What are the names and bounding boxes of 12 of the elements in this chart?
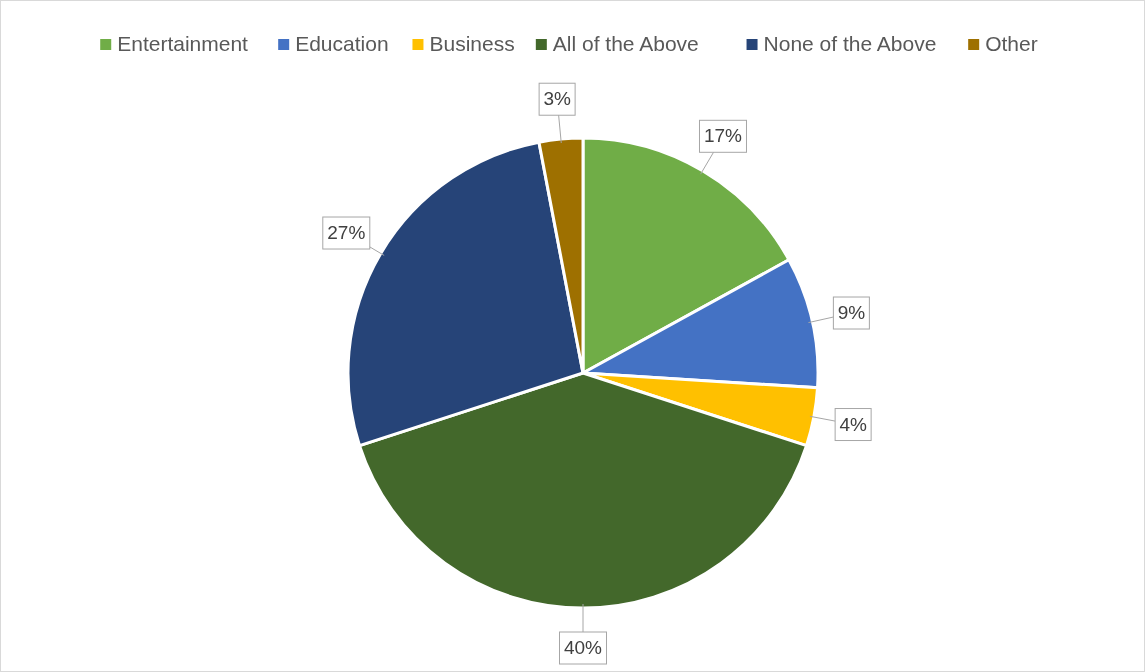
legend-label: Education: [295, 31, 389, 55]
data-label: 17%: [703, 125, 743, 147]
data-label: 4%: [839, 413, 867, 435]
legend-label: All of the Above: [552, 31, 699, 55]
legend-label: Other: [985, 31, 1038, 55]
data-label: 9%: [837, 302, 866, 324]
data-label: 40%: [563, 637, 603, 659]
legend-label: Business: [429, 31, 515, 55]
legend-label: Entertainment: [117, 31, 249, 55]
legend-label: None of the Above: [763, 31, 937, 55]
data-label: 27%: [327, 222, 366, 244]
data-label: 3%: [543, 88, 571, 110]
